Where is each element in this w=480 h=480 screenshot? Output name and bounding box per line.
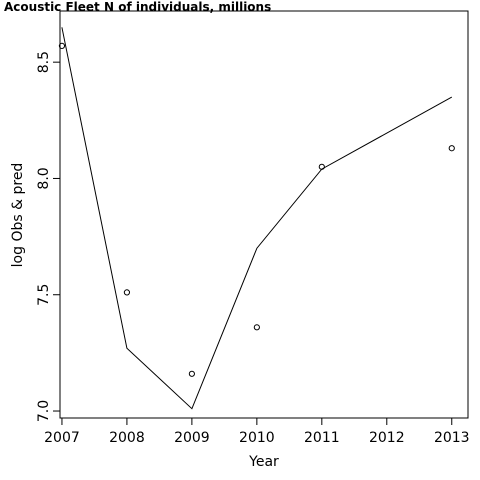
y-tick-label: 8.5 [36, 51, 52, 73]
observed-point [448, 145, 455, 152]
y-axis: 7.0 7.5 8.0 8.5 [36, 51, 60, 422]
x-tick-label: 2012 [369, 430, 405, 446]
x-axis: 2007 2008 2009 2010 2011 2012 2013 [44, 418, 470, 446]
plot-frame [59, 10, 469, 419]
y-tick-label: 7.5 [36, 284, 52, 306]
observed-point [123, 289, 131, 296]
x-tick-label: 2007 [44, 430, 80, 446]
observed-point [58, 42, 66, 49]
y-tick-label: 8.0 [36, 167, 52, 189]
x-tick-label: 2011 [304, 430, 340, 446]
y-tick-label: 7.0 [36, 400, 52, 422]
x-tick-label: 2013 [434, 430, 470, 446]
observed-point [188, 370, 195, 377]
x-tick-label: 2010 [239, 430, 275, 446]
observed-point [318, 163, 325, 170]
predicted-line [61, 27, 453, 410]
observed-point [253, 324, 260, 331]
y-axis-label: log Obs & pred [10, 163, 26, 268]
x-tick-label: 2009 [174, 430, 210, 446]
predicted-series [61, 27, 453, 410]
x-tick-label: 2008 [109, 430, 145, 446]
observed-series [58, 42, 455, 377]
chart-title: Acoustic Fleet N of individuals, million… [4, 0, 271, 14]
x-axis-label: Year [248, 454, 279, 470]
